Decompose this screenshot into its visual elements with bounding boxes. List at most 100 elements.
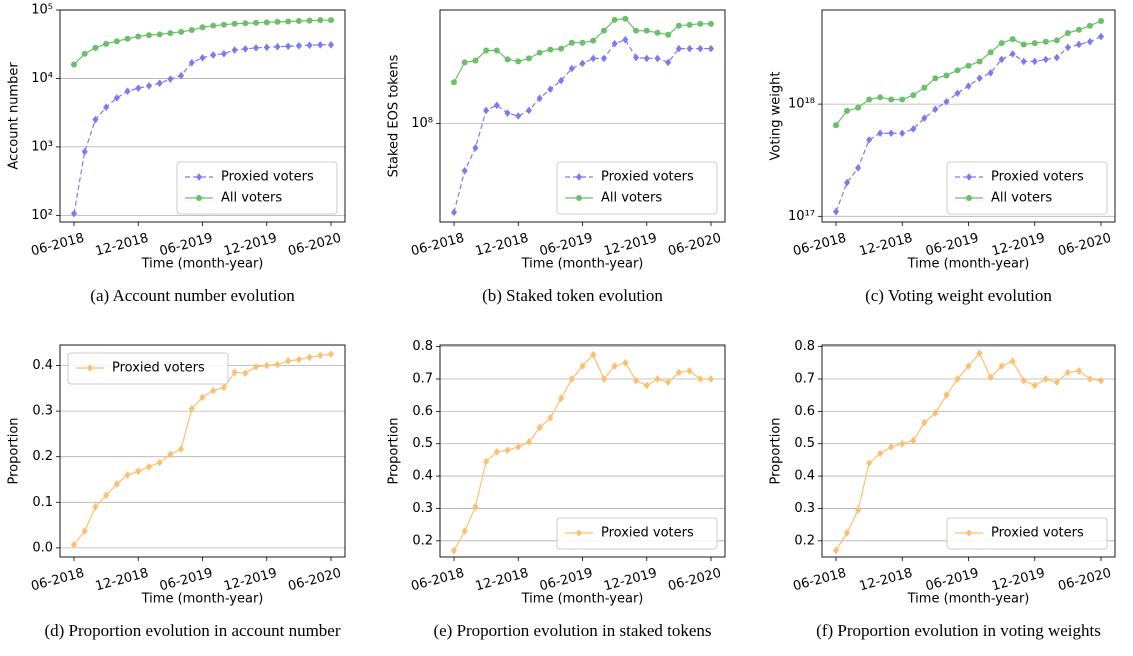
data-point [1086, 22, 1093, 29]
data-point [285, 357, 292, 365]
plot-frame [821, 9, 1116, 223]
y-tick-label: 0.6 [794, 404, 815, 419]
data-point [450, 546, 458, 555]
data-point [855, 104, 862, 111]
data-point [536, 49, 543, 56]
data-point [92, 503, 99, 511]
data-point [231, 46, 238, 54]
legend-marker [965, 173, 973, 181]
legend-label: All voters [991, 191, 1052, 206]
data-point [877, 129, 884, 138]
data-point [317, 41, 324, 49]
data-point [590, 54, 597, 63]
data-point [92, 115, 99, 124]
y-tick-label: 10¹⁷ [788, 209, 815, 224]
x-axis-label: Time (month-year) [141, 257, 264, 272]
data-point [515, 443, 522, 451]
data-point [306, 17, 313, 24]
data-point [910, 125, 917, 133]
x-tick-label: 06-2020 [667, 566, 723, 595]
legend-label: All voters [221, 191, 282, 206]
data-point [611, 39, 618, 48]
data-point [633, 27, 640, 34]
y-tick-label: 10⁸ [411, 116, 433, 131]
data-point [622, 15, 629, 22]
data-point [493, 101, 500, 110]
data-point [998, 362, 1005, 370]
data-point [253, 44, 260, 52]
data-point [686, 21, 693, 28]
data-point [504, 109, 511, 117]
data-point [622, 35, 629, 44]
data-point [274, 18, 281, 25]
data-point [167, 75, 174, 83]
x-tick-label: 12-2019 [990, 231, 1046, 260]
data-point [579, 39, 586, 46]
data-point [633, 376, 640, 385]
legend-box [67, 352, 229, 385]
subplot: 10¹⁷ 10¹⁸ 06-2018 12-2018 06-2019 12-2019 06-2… [769, 9, 1116, 305]
data-point [547, 414, 554, 422]
data-point [568, 64, 575, 73]
data-point [976, 74, 983, 83]
data-point [611, 362, 618, 370]
legend-label: Proxied voters [112, 361, 205, 376]
data-point [515, 58, 522, 65]
data-point [1031, 40, 1038, 47]
data-point [877, 94, 884, 101]
y-tick-label: 0.6 [412, 404, 433, 419]
y-tick-label: 0.2 [794, 533, 815, 548]
data-point [1042, 375, 1049, 383]
y-axis-label: Staked EOS tokens [387, 54, 402, 177]
data-point [71, 61, 77, 68]
y-tick-label: 10⁵ [31, 3, 53, 18]
data-point [590, 37, 597, 44]
data-point [932, 75, 939, 82]
data-point [1031, 57, 1038, 66]
caption: (b) Staked token evolution [482, 286, 663, 305]
data-point [188, 27, 195, 34]
data-point [295, 41, 302, 50]
data-point [665, 378, 672, 387]
legend-marker [575, 529, 583, 537]
data-point [675, 368, 682, 377]
data-point [70, 540, 78, 549]
data-point [899, 439, 906, 448]
y-tick-label: 0.3 [794, 501, 815, 516]
data-point [558, 394, 565, 403]
x-tick-label: 06-2018 [792, 231, 848, 260]
data-point [156, 458, 163, 467]
plot-frame [439, 344, 726, 558]
data-point [987, 373, 994, 382]
data-point [943, 72, 950, 79]
legend-box [556, 161, 718, 215]
data-point [932, 409, 939, 417]
data-point [1020, 376, 1027, 385]
data-point [833, 122, 839, 129]
x-tick-label: 06-2018 [410, 231, 466, 260]
data-point [1097, 32, 1105, 41]
data-point [1031, 381, 1038, 390]
y-tick-label: 0.2 [32, 449, 53, 464]
data-point [686, 44, 693, 53]
x-tick-label: 06-2019 [538, 231, 594, 260]
legend-marker [195, 173, 203, 181]
data-point [1064, 368, 1071, 377]
x-tick-label: 12-2019 [990, 566, 1046, 595]
caption: (a) Account number evolution [90, 286, 295, 305]
data-point [1097, 376, 1105, 385]
data-point [461, 527, 468, 535]
data-point [70, 209, 78, 218]
data-point [263, 43, 270, 52]
data-point [697, 375, 704, 383]
data-point [525, 438, 532, 446]
x-tick-label: 12-2019 [602, 231, 658, 260]
data-point [1075, 40, 1082, 49]
data-point [504, 56, 511, 63]
legend: Proxied voters All voters [946, 161, 1108, 215]
y-tick-label: 0.3 [412, 501, 433, 516]
data-point [558, 76, 565, 85]
data-point [103, 491, 110, 500]
data-point [135, 33, 142, 40]
data-point [1042, 55, 1049, 64]
